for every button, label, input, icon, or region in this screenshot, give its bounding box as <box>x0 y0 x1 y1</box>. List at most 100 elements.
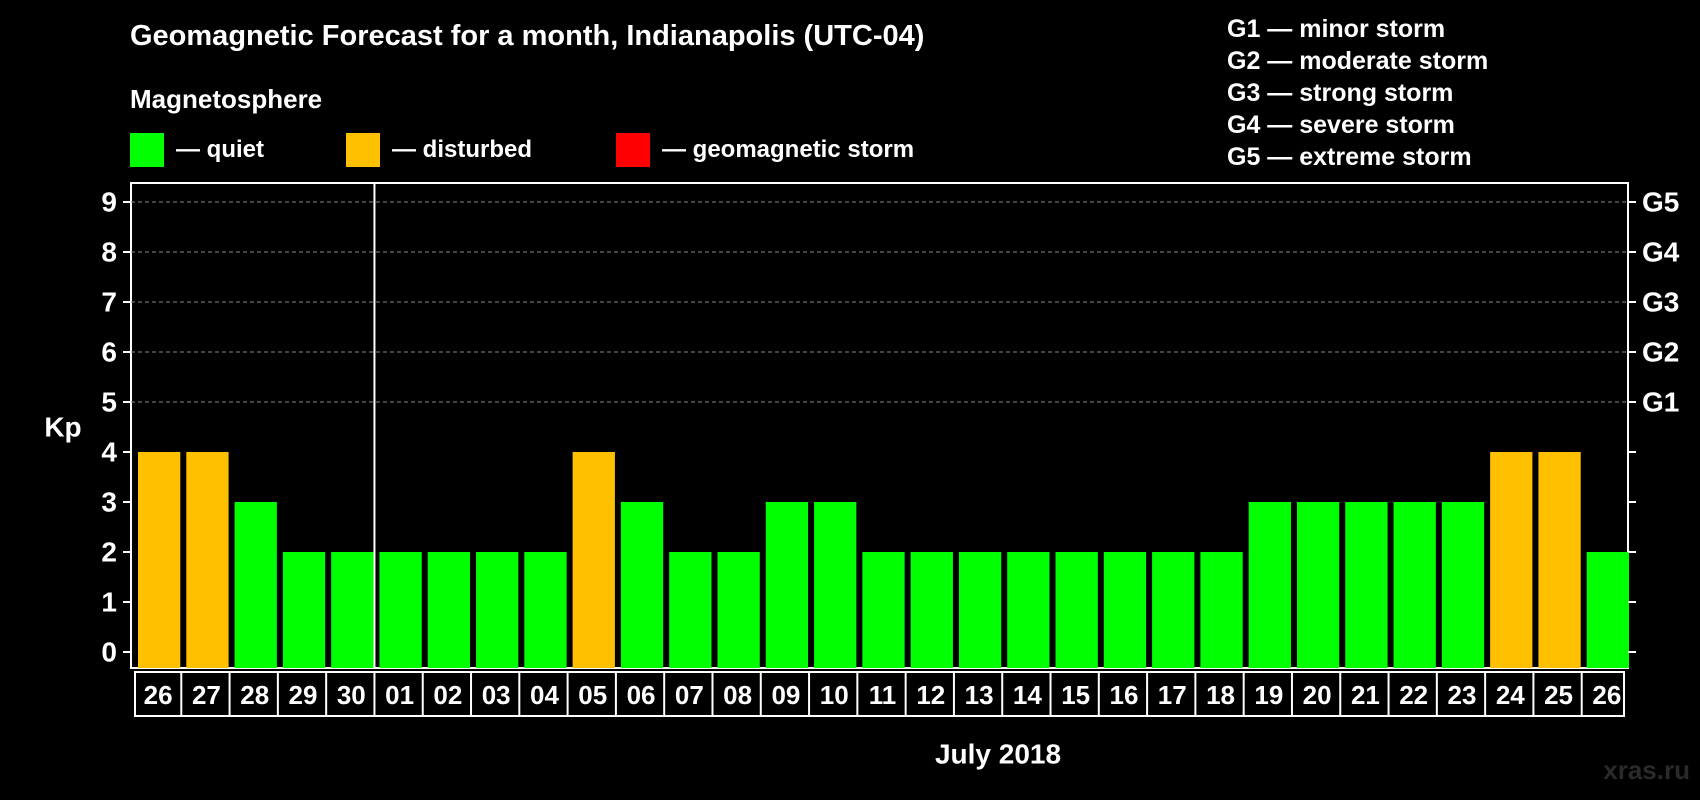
right-axis-label-G3: G3 <box>1642 287 1679 318</box>
x-tick-label-26: 22 <box>1399 680 1428 710</box>
right-axis-label-G2: G2 <box>1642 337 1679 368</box>
right-axis-label-G1: G1 <box>1642 387 1679 418</box>
bar-7 <box>476 552 519 668</box>
watermark: xras.ru <box>1603 755 1690 785</box>
bar-9 <box>572 452 615 668</box>
x-tick-label-8: 04 <box>530 680 559 710</box>
legend-item-disturbed: — disturbed <box>346 133 532 167</box>
y-tick-label-9: 9 <box>101 187 117 218</box>
chart-title: Geomagnetic Forecast for a month, Indian… <box>130 20 925 52</box>
x-tick-label-22: 18 <box>1206 680 1235 710</box>
bar-11 <box>669 552 712 668</box>
storm-scale-g3: G3 — strong storm <box>1227 79 1454 107</box>
x-tick-label-18: 14 <box>1013 680 1042 710</box>
x-tick-label-23: 19 <box>1254 680 1283 710</box>
bar-10 <box>620 502 664 668</box>
x-tick-label-29: 25 <box>1544 680 1573 710</box>
storm-scale-legend: G1 — minor storm G2 — moderate storm G3 … <box>1227 13 1488 173</box>
x-tick-label-5: 01 <box>385 680 414 710</box>
bar-5 <box>379 552 422 668</box>
y-tick-label-7: 7 <box>101 287 117 318</box>
x-tick-label-28: 24 <box>1496 680 1525 710</box>
x-tick-label-25: 21 <box>1351 680 1380 710</box>
y-tick-label-8: 8 <box>101 237 117 268</box>
x-tick-label-16: 12 <box>916 680 945 710</box>
y-axis-label: Kp <box>44 412 81 443</box>
x-tick-label-20: 16 <box>1109 680 1138 710</box>
x-axis-label: July 2018 <box>935 739 1061 770</box>
x-tick-label-12: 08 <box>723 680 752 710</box>
x-tick-label-9: 05 <box>578 680 607 710</box>
bar-16 <box>910 552 953 668</box>
right-axis-label-G5: G5 <box>1642 187 1679 218</box>
bar-3 <box>282 552 326 668</box>
x-tick-label-1: 27 <box>192 680 221 710</box>
legend-heading: Magnetosphere <box>130 84 323 114</box>
x-tick-label-10: 06 <box>627 680 656 710</box>
bar-13 <box>765 502 809 668</box>
y-tick-label-2: 2 <box>101 537 117 568</box>
legend-label-storm: — geomagnetic storm <box>662 136 915 163</box>
bar-19 <box>1055 552 1098 668</box>
legend-item-quiet: — quiet <box>130 133 264 167</box>
storm-scale-g2: G2 — moderate storm <box>1227 47 1489 75</box>
bar-18 <box>1007 552 1050 668</box>
x-tick-label-21: 17 <box>1158 680 1187 710</box>
legend-item-storm: — geomagnetic storm <box>616 133 914 167</box>
y-tick-label-3: 3 <box>101 487 117 518</box>
bar-4 <box>331 552 374 668</box>
bar-1 <box>186 452 229 668</box>
bar-12 <box>717 552 760 668</box>
bar-21 <box>1152 552 1195 668</box>
bar-25 <box>1345 502 1388 668</box>
x-tick-label-6: 02 <box>433 680 462 710</box>
storm-scale-g5: G5 — extreme storm <box>1227 143 1472 171</box>
x-tick-label-17: 13 <box>965 680 994 710</box>
bar-0 <box>138 452 181 668</box>
x-tick-label-27: 23 <box>1448 680 1477 710</box>
x-tick-label-0: 26 <box>144 680 173 710</box>
storm-scale-g1: G1 — minor storm <box>1227 15 1446 43</box>
bar-22 <box>1200 552 1243 668</box>
y-tick-label-4: 4 <box>101 437 117 468</box>
bar-26 <box>1393 502 1436 668</box>
bar-23 <box>1248 502 1291 668</box>
x-tick-label-3: 29 <box>289 680 318 710</box>
bar-20 <box>1103 552 1147 668</box>
x-tick-label-2: 28 <box>240 680 269 710</box>
legend-swatch-disturbed <box>346 133 380 167</box>
bar-30 <box>1586 552 1629 668</box>
x-tick-label-13: 09 <box>771 680 800 710</box>
x-tick-label-15: 11 <box>869 680 897 710</box>
bar-6 <box>427 552 471 668</box>
legend-label-quiet: — quiet <box>176 136 264 163</box>
x-tick-label-30: 26 <box>1592 680 1621 710</box>
bar-15 <box>862 552 905 668</box>
x-tick-label-19: 15 <box>1061 680 1090 710</box>
bar-2 <box>234 502 277 668</box>
x-tick-label-4: 30 <box>337 680 366 710</box>
x-tick-label-14: 10 <box>820 680 849 710</box>
bar-14 <box>814 502 857 668</box>
y-tick-label-1: 1 <box>101 587 117 618</box>
bar-27 <box>1441 502 1485 668</box>
bar-8 <box>524 552 567 668</box>
y-tick-label-0: 0 <box>101 637 117 668</box>
legend-swatch-quiet <box>130 133 164 167</box>
day-label-strip <box>134 671 1625 717</box>
legend-label-disturbed: — disturbed <box>392 136 533 163</box>
x-tick-label-24: 20 <box>1303 680 1332 710</box>
y-tick-label-5: 5 <box>101 387 117 418</box>
y-tick-label-6: 6 <box>101 337 117 368</box>
bar-28 <box>1490 452 1533 668</box>
storm-scale-g4: G4 — severe storm <box>1227 111 1455 139</box>
bar-24 <box>1296 502 1340 668</box>
bar-17 <box>958 552 1002 668</box>
x-tick-label-7: 03 <box>482 680 511 710</box>
right-axis-label-G4: G4 <box>1642 237 1680 268</box>
legend-swatch-storm <box>616 133 650 167</box>
bar-29 <box>1538 452 1581 668</box>
x-tick-label-11: 07 <box>675 680 704 710</box>
